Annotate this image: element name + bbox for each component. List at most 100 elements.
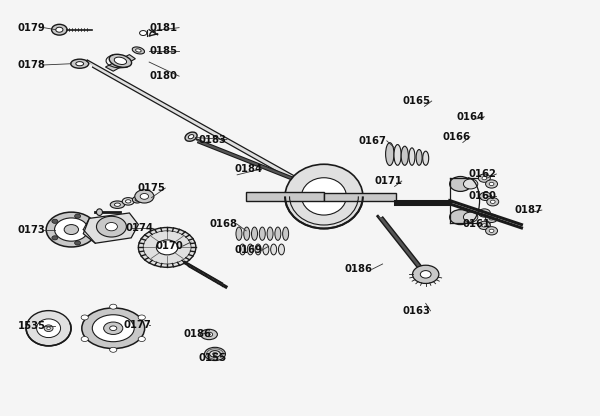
Ellipse shape <box>236 227 242 240</box>
Circle shape <box>463 212 478 222</box>
Ellipse shape <box>104 322 123 334</box>
Circle shape <box>74 214 80 218</box>
Circle shape <box>413 265 439 283</box>
Bar <box>324 193 396 201</box>
Circle shape <box>110 347 117 352</box>
Ellipse shape <box>386 143 394 166</box>
Ellipse shape <box>26 311 71 346</box>
Ellipse shape <box>125 200 131 203</box>
Circle shape <box>482 211 487 215</box>
Circle shape <box>478 174 490 182</box>
Ellipse shape <box>97 209 103 215</box>
Circle shape <box>449 210 471 225</box>
Text: 0160: 0160 <box>469 191 497 201</box>
Text: 0168: 0168 <box>209 219 237 229</box>
Ellipse shape <box>271 244 277 255</box>
Ellipse shape <box>275 227 281 240</box>
Polygon shape <box>83 213 139 243</box>
Circle shape <box>490 200 495 203</box>
Text: 0179: 0179 <box>17 22 45 32</box>
Text: 0163: 0163 <box>403 306 431 316</box>
Circle shape <box>421 270 431 278</box>
Circle shape <box>106 223 118 231</box>
Ellipse shape <box>76 62 83 66</box>
Ellipse shape <box>92 315 134 342</box>
Circle shape <box>482 176 487 180</box>
Text: 0171: 0171 <box>375 176 403 186</box>
Circle shape <box>463 179 478 189</box>
Ellipse shape <box>205 347 226 361</box>
Circle shape <box>97 216 127 237</box>
Text: 0161: 0161 <box>463 219 491 229</box>
Circle shape <box>478 209 490 217</box>
Ellipse shape <box>212 352 217 355</box>
Text: 0170: 0170 <box>155 241 183 251</box>
Ellipse shape <box>416 149 422 165</box>
Polygon shape <box>378 216 425 271</box>
Bar <box>246 192 324 201</box>
Circle shape <box>110 304 117 309</box>
Text: 0177: 0177 <box>124 320 151 330</box>
Text: 0162: 0162 <box>469 169 497 179</box>
Ellipse shape <box>251 227 257 240</box>
Circle shape <box>46 212 97 247</box>
Text: 0166: 0166 <box>442 132 470 142</box>
Circle shape <box>485 214 497 223</box>
Circle shape <box>81 337 88 342</box>
Circle shape <box>489 182 494 186</box>
Ellipse shape <box>209 351 220 357</box>
Circle shape <box>139 228 196 267</box>
Text: 0167: 0167 <box>359 136 386 146</box>
Ellipse shape <box>136 49 141 52</box>
Circle shape <box>157 240 178 255</box>
Circle shape <box>89 228 95 232</box>
Text: 0155: 0155 <box>198 353 226 363</box>
Text: 0180: 0180 <box>149 71 177 81</box>
Ellipse shape <box>71 59 89 68</box>
Polygon shape <box>197 140 335 196</box>
Ellipse shape <box>200 329 217 339</box>
Ellipse shape <box>44 325 53 332</box>
Text: 0174: 0174 <box>125 223 153 233</box>
Ellipse shape <box>47 327 50 329</box>
Text: 0186: 0186 <box>345 264 373 275</box>
Circle shape <box>74 241 80 245</box>
Ellipse shape <box>278 244 284 255</box>
Circle shape <box>135 190 154 203</box>
Ellipse shape <box>267 227 273 240</box>
Ellipse shape <box>37 319 61 337</box>
Circle shape <box>449 176 471 191</box>
Text: 0181: 0181 <box>149 22 177 32</box>
Text: 0178: 0178 <box>17 60 46 70</box>
Circle shape <box>479 192 491 201</box>
Ellipse shape <box>185 132 197 141</box>
Ellipse shape <box>110 326 117 331</box>
Ellipse shape <box>301 178 346 215</box>
Ellipse shape <box>283 227 289 240</box>
Text: 0187: 0187 <box>514 205 542 215</box>
Ellipse shape <box>409 148 415 165</box>
Ellipse shape <box>110 201 125 208</box>
Circle shape <box>56 27 63 32</box>
Polygon shape <box>88 61 309 188</box>
Ellipse shape <box>263 244 269 255</box>
Circle shape <box>485 227 497 235</box>
Circle shape <box>52 24 67 35</box>
Ellipse shape <box>259 227 265 240</box>
Ellipse shape <box>285 164 363 228</box>
Ellipse shape <box>109 54 131 67</box>
Ellipse shape <box>423 151 429 165</box>
Text: 0175: 0175 <box>137 183 165 193</box>
Ellipse shape <box>82 308 145 349</box>
Text: 0185: 0185 <box>149 46 177 56</box>
Polygon shape <box>185 263 226 287</box>
Ellipse shape <box>114 57 127 64</box>
Circle shape <box>55 218 88 241</box>
Ellipse shape <box>115 203 121 206</box>
Text: 0186: 0186 <box>183 329 211 339</box>
Circle shape <box>64 225 79 235</box>
Ellipse shape <box>394 145 401 165</box>
Ellipse shape <box>255 244 261 255</box>
Ellipse shape <box>135 198 139 201</box>
Ellipse shape <box>247 244 253 255</box>
